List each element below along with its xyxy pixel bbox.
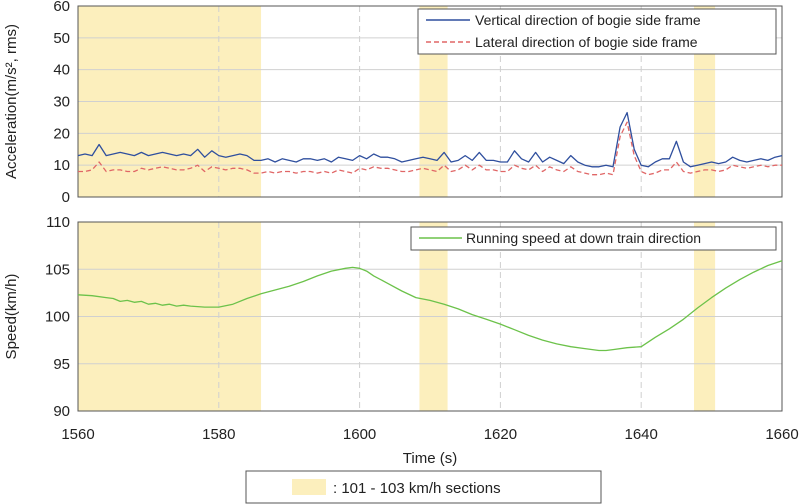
bottom-series-line-0 [77, 260, 783, 352]
top-y-tick-label-0: 0 [62, 189, 70, 206]
legend-label-speed: Running speed at down train direction [466, 230, 701, 246]
bottom-plot-frame [77, 221, 783, 412]
top-legend: Vertical direction of bogie side frame L… [417, 8, 777, 55]
top-series-line-1 [78, 121, 782, 176]
x-ticks: 1560 1580 1600 1620 1640 1660 [61, 426, 798, 443]
top-y-ticks: 0 10 20 30 40 50 60 [53, 0, 70, 206]
bottom-y-ticks: 90 95 100 105 110 [45, 214, 70, 420]
bottom-y-tick-label-4: 110 [46, 214, 70, 231]
top-y-tick-label-6: 60 [53, 0, 70, 15]
top-y-tick-label-5: 50 [53, 30, 70, 47]
x-tick-label-3: 1620 [484, 426, 517, 443]
section-legend-label: : 101 - 103 km/h sections [333, 480, 501, 497]
bottom-y-tick-label-2: 100 [45, 309, 70, 326]
top-y-tick-label-4: 40 [53, 62, 70, 79]
bottom-series [77, 260, 783, 352]
acceleration-panel: 0 10 20 30 40 50 60 Acceleration(m/s², rms) Ve… [3, 0, 783, 206]
top-plot-frame [77, 5, 783, 198]
section-legend: : 101 - 103 km/h sections [245, 470, 602, 504]
x-tick-label-2: 1600 [343, 426, 376, 443]
bottom-y-tick-label-0: 90 [53, 403, 70, 420]
top-y-tick-label-1: 10 [53, 157, 70, 174]
x-axis-label: Time (s) [403, 450, 457, 467]
section-legend-swatch [292, 479, 326, 495]
top-series-line-0 [77, 111, 783, 168]
bottom-legend: Running speed at down train direction [410, 226, 777, 251]
x-tick-label-1: 1580 [202, 426, 235, 443]
bottom-y-axis-label: Speed(km/h) [3, 274, 20, 360]
legend-label-vertical: Vertical direction of bogie side frame [475, 12, 701, 28]
x-tick-label-0: 1560 [61, 426, 94, 443]
bottom-y-tick-label-1: 95 [53, 356, 70, 373]
bottom-y-tick-label-3: 105 [45, 261, 70, 278]
top-legend-box [417, 8, 777, 55]
x-tick-label-5: 1660 [765, 426, 798, 443]
top-y-tick-label-3: 30 [53, 94, 70, 111]
legend-label-lateral: Lateral direction of bogie side frame [475, 34, 698, 50]
top-series [77, 111, 783, 176]
top-y-tick-label-2: 20 [53, 125, 70, 142]
speed-legend-box [410, 226, 777, 251]
x-tick-label-4: 1640 [625, 426, 658, 443]
speed-panel: 90 95 100 105 110 1560 1580 1600 1620 1640 1660 S… [3, 214, 799, 467]
top-y-axis-label: Acceleration(m/s², rms) [3, 24, 20, 179]
